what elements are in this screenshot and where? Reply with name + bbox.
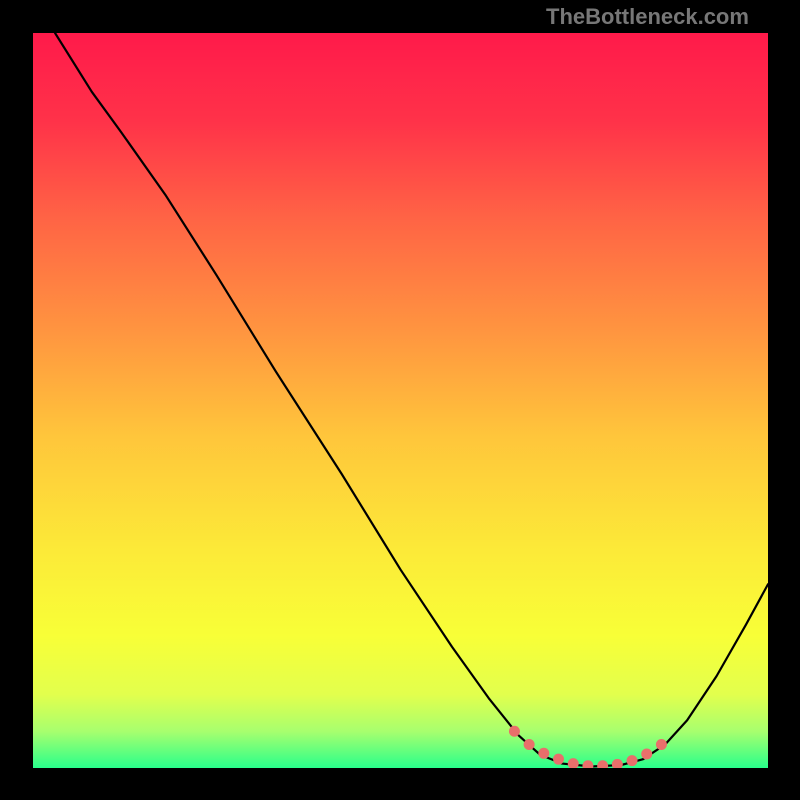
valley-marker (656, 739, 667, 750)
plot-background (33, 33, 768, 768)
valley-marker (553, 754, 564, 765)
plot-svg (33, 33, 768, 768)
valley-marker (524, 739, 535, 750)
valley-marker (509, 726, 520, 737)
valley-marker (627, 755, 638, 766)
chart-container: TheBottleneck.com (0, 0, 800, 800)
watermark-text: TheBottleneck.com (546, 4, 749, 30)
valley-marker (538, 748, 549, 759)
valley-marker (641, 749, 652, 760)
